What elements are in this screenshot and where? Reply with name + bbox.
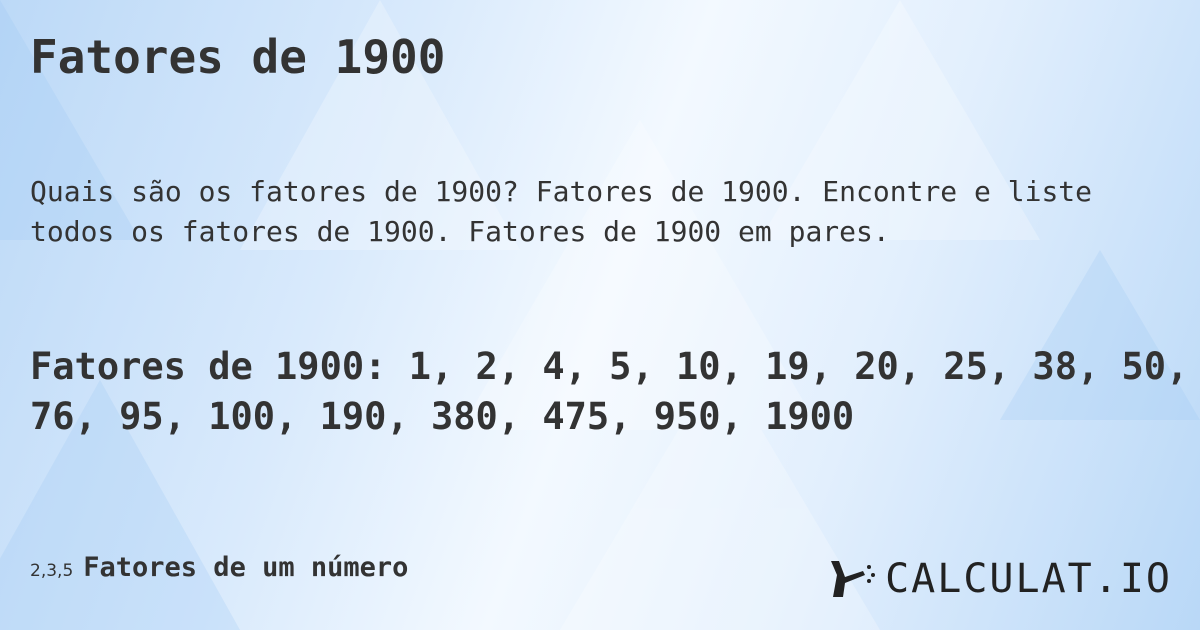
page-title: Fatores de 1900	[30, 30, 446, 84]
link-label: Fatores de um número	[83, 552, 409, 583]
hand-wand-icon	[831, 561, 876, 597]
logo-text: CALCULAT.IO	[885, 556, 1172, 602]
factors-icon: 2,3,5	[30, 561, 74, 581]
calculat-io-logo[interactable]: CALCULAT.IO	[825, 556, 1172, 602]
factors-list: Fatores de 1900: 1, 2, 4, 5, 10, 19, 20,…	[30, 345, 1189, 438]
description: Quais são os fatores de 1900? Fatores de…	[30, 175, 1093, 248]
factors-of-number-link[interactable]: 2,3,5 Fatores de um número	[30, 552, 408, 583]
